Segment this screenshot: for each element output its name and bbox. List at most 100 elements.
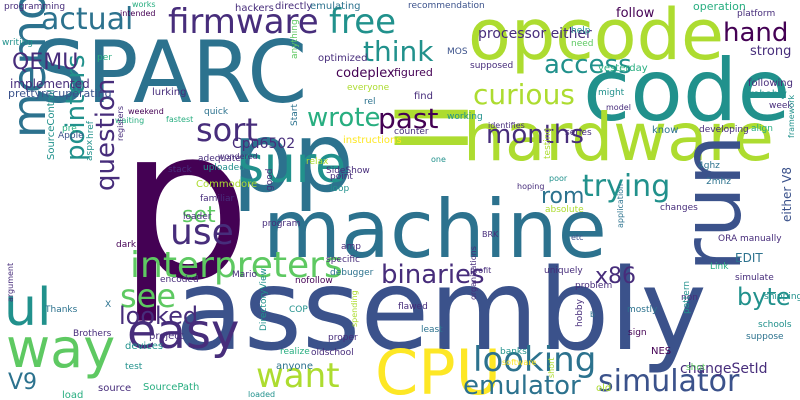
cloud-word: SideShow bbox=[326, 166, 370, 176]
cloud-word: argument bbox=[6, 262, 15, 302]
cloud-word: byte bbox=[737, 283, 791, 311]
cloud-word: machine bbox=[263, 183, 607, 276]
cloud-word: directly bbox=[275, 1, 313, 12]
cloud-word: realize bbox=[280, 347, 310, 357]
cloud-word: loader bbox=[183, 212, 212, 222]
cloud-word: debugger bbox=[330, 268, 374, 278]
cloud-word: stack bbox=[168, 165, 192, 175]
cloud-word: b bbox=[590, 310, 596, 319]
cloud-word: see bbox=[120, 277, 177, 315]
cloud-word: least bbox=[421, 325, 443, 335]
cloud-word: need bbox=[571, 39, 594, 49]
cloud-word: Apple bbox=[58, 131, 84, 141]
cloud-word: access bbox=[544, 50, 632, 80]
cloud-word: 2mhz bbox=[706, 177, 731, 187]
cloud-word: optimized bbox=[318, 53, 368, 64]
cloud-word: software bbox=[502, 358, 537, 367]
cloud-word: QEMU bbox=[12, 50, 79, 75]
cloud-word: months bbox=[486, 120, 584, 150]
cloud-word: programming bbox=[4, 2, 66, 12]
cloud-word: encoded bbox=[160, 275, 199, 285]
cloud-word: Cpu6502 bbox=[232, 136, 296, 152]
cloud-word: align bbox=[751, 124, 773, 134]
cloud-word: platform bbox=[737, 9, 776, 19]
cloud-word: working bbox=[447, 112, 483, 122]
cloud-word: registers bbox=[116, 105, 125, 141]
cloud-word: actual bbox=[41, 2, 134, 37]
cloud-word: simulate bbox=[735, 273, 774, 283]
cloud-word: find bbox=[414, 91, 433, 102]
cloud-word: yesterday bbox=[598, 63, 648, 74]
cloud-word: ORA manually bbox=[718, 234, 782, 244]
cloud-word: follow bbox=[616, 6, 655, 21]
cloud-word: 4ghz bbox=[698, 161, 720, 171]
cloud-word: suppose bbox=[746, 332, 784, 342]
cloud-word: Link bbox=[710, 262, 729, 272]
cloud-word: recommendation bbox=[408, 1, 485, 11]
cloud-word: Commodore bbox=[196, 179, 258, 190]
cloud-word: familiar bbox=[200, 194, 235, 204]
cloud-word: lurking bbox=[152, 87, 187, 98]
cloud-word: SourcePath bbox=[143, 382, 200, 393]
cloud-word: know bbox=[652, 125, 679, 136]
cloud-word: think bbox=[363, 35, 434, 68]
cloud-word: works bbox=[132, 0, 156, 9]
cloud-word: anything bbox=[290, 19, 300, 59]
cloud-word: SPARC bbox=[32, 23, 308, 123]
cloud-word: DirectoryView bbox=[259, 268, 269, 331]
cloud-word: Start bbox=[290, 104, 300, 126]
cloud-word: application bbox=[616, 183, 625, 228]
cloud-word: easy bbox=[127, 304, 240, 360]
cloud-word: p bbox=[118, 82, 252, 327]
cloud-word: MOS bbox=[447, 47, 468, 57]
cloud-word: COP bbox=[289, 305, 308, 315]
cloud-word: adequate bbox=[198, 154, 241, 164]
cloud-word: one bbox=[431, 155, 446, 164]
cloud-word: EDIT bbox=[735, 251, 763, 265]
cloud-word: help bbox=[571, 26, 591, 36]
cloud-word: relax bbox=[306, 157, 329, 167]
cloud-word: fastest bbox=[166, 115, 194, 124]
cloud-word: implemented bbox=[10, 77, 90, 91]
cloud-word: weekend bbox=[128, 107, 164, 116]
cloud-word: figured bbox=[394, 66, 433, 79]
cloud-word: curious bbox=[473, 78, 575, 111]
cloud-word: hand bbox=[723, 18, 789, 48]
cloud-word: source bbox=[98, 383, 132, 394]
cloud-word: anyone bbox=[276, 361, 313, 372]
cloud-word: hackers bbox=[235, 3, 274, 14]
cloud-word: identifies bbox=[488, 121, 525, 130]
cloud-word: oldschool bbox=[311, 348, 354, 358]
cloud-word: week bbox=[769, 101, 793, 111]
cloud-word: wondered bbox=[218, 152, 258, 161]
cloud-word: looked bbox=[119, 302, 199, 330]
cloud-word: developing bbox=[699, 125, 749, 135]
cloud-word: opcode bbox=[468, 0, 725, 76]
cloud-word: problem bbox=[575, 281, 613, 291]
cloud-word: shipping bbox=[764, 292, 800, 302]
cloud-word: way bbox=[6, 317, 116, 380]
cloud-word: hobby bbox=[575, 299, 585, 327]
cloud-word: shot bbox=[686, 363, 706, 373]
cloud-word: Thanks bbox=[45, 305, 78, 315]
cloud-word: dark bbox=[116, 240, 137, 250]
cloud-word: specific bbox=[326, 255, 361, 265]
cloud-word: SourceControl bbox=[46, 89, 57, 161]
cloud-word: supposed bbox=[470, 61, 514, 71]
cloud-word: sort bbox=[196, 111, 258, 149]
cloud-word: everyone bbox=[347, 83, 390, 93]
cloud-word: following bbox=[748, 78, 793, 89]
cloud-word: sign bbox=[628, 328, 647, 338]
cloud-word: wrote bbox=[307, 103, 381, 133]
cloud-word: non bbox=[681, 293, 698, 303]
cloud-word: pre bbox=[62, 124, 77, 134]
cloud-word: schools bbox=[758, 320, 792, 330]
cloud-word: sure bbox=[238, 136, 346, 194]
cloud-word: framework bbox=[787, 94, 796, 138]
cloud-word: past bbox=[378, 102, 439, 135]
cloud-word: probably bbox=[743, 89, 787, 100]
cloud-word: binaries bbox=[381, 260, 485, 290]
cloud-word: testing bbox=[543, 127, 553, 159]
cloud-word: rom bbox=[541, 184, 585, 209]
cloud-word: want bbox=[256, 356, 340, 396]
